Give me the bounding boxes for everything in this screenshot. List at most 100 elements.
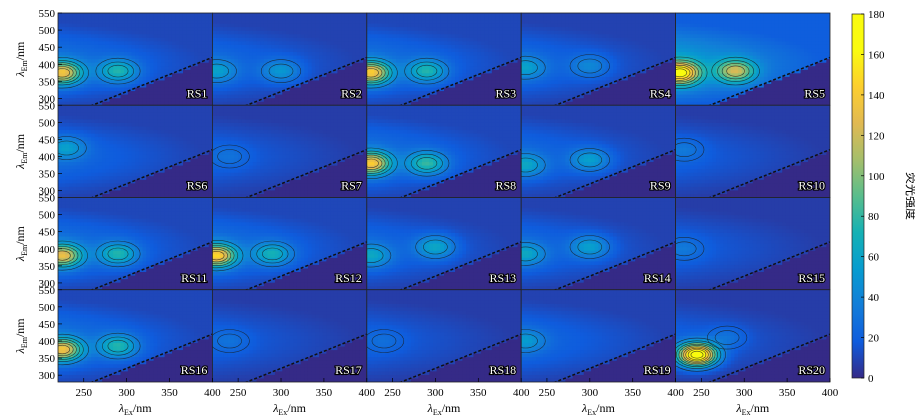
heat-cell (153, 87, 158, 92)
heat-cell (116, 52, 122, 57)
heat-cell (80, 41, 85, 46)
heat-cell (723, 37, 728, 42)
heat-cell (146, 48, 151, 53)
heat-cell (374, 87, 379, 92)
heat-cell (734, 27, 739, 32)
heat-cell (403, 66, 408, 71)
heat-cell (208, 34, 213, 39)
heat-cell (682, 37, 688, 42)
heat-cell (499, 34, 504, 39)
heat-cell (94, 44, 100, 50)
heat-cell (719, 83, 724, 89)
heat-cell (491, 73, 497, 78)
heat-cell (506, 83, 511, 89)
heat-cell (113, 83, 118, 89)
heat-cell (572, 52, 577, 57)
heat-cell (135, 16, 140, 21)
heat-cell (179, 44, 184, 50)
heat-cell (480, 16, 486, 21)
heat-cell (631, 30, 636, 35)
heat-cell (495, 59, 500, 64)
heat-cell (646, 94, 651, 99)
heat-cell (480, 76, 486, 82)
heat-cell (524, 23, 530, 28)
heat-cell (646, 55, 651, 60)
heat-cell (646, 16, 651, 21)
heat-cell (216, 23, 221, 28)
heat-cell (201, 52, 206, 57)
heat-cell (127, 69, 133, 74)
heat-cell (304, 23, 309, 28)
heat-cell (69, 94, 74, 99)
heat-cell (293, 66, 298, 71)
heat-cell (532, 98, 537, 103)
heat-cell (300, 73, 305, 78)
heat-cell (469, 76, 475, 82)
heat-cell (712, 23, 717, 28)
heat-cell (263, 101, 269, 106)
heat-cell (561, 73, 566, 78)
heat-cell (330, 30, 335, 35)
heat-cell (58, 34, 63, 39)
heat-cell (80, 13, 85, 18)
heat-cell (616, 62, 622, 67)
heat-cell (727, 76, 732, 82)
heat-cell (190, 91, 195, 96)
heat-cell (712, 20, 717, 25)
heat-cell (587, 69, 592, 74)
heat-cell (451, 20, 456, 25)
heat-cell (392, 66, 397, 71)
heat-cell (738, 87, 743, 92)
heat-cell (557, 69, 563, 74)
heat-cell (557, 66, 563, 71)
heat-cell (124, 34, 129, 39)
heat-cell (333, 91, 338, 96)
contour-line (366, 60, 393, 86)
heat-cell (359, 48, 364, 53)
heat-cell (675, 52, 680, 57)
heat-cell (80, 23, 85, 28)
heat-cell (580, 94, 585, 99)
heat-cell (186, 37, 191, 42)
heat-cell (738, 83, 743, 89)
heat-cell (182, 87, 188, 92)
heat-cell (260, 101, 265, 106)
heat-cell (322, 52, 327, 57)
heat-cell (319, 48, 324, 53)
heat-cell (341, 94, 346, 99)
heat-cell (488, 87, 493, 92)
heat-cell (734, 101, 739, 106)
heat-cell (388, 30, 394, 35)
heat-cell (436, 48, 441, 53)
heat-cell (543, 13, 548, 18)
contour-line (102, 61, 135, 81)
heat-cell (701, 76, 706, 82)
heat-cell (197, 80, 202, 85)
heat-cell (278, 94, 283, 99)
heat-cell (138, 27, 144, 32)
heat-cell (568, 27, 574, 32)
heat-cell (745, 23, 750, 28)
heat-cell (484, 76, 489, 82)
heat-cell (528, 91, 533, 96)
heat-cell (109, 83, 114, 89)
heat-cell (444, 13, 449, 18)
heat-cell (267, 80, 272, 85)
heat-cell (580, 83, 585, 89)
heat-cell (363, 48, 367, 53)
heat-cell (201, 80, 206, 85)
heat-cell (102, 62, 107, 67)
heat-cell (466, 59, 471, 64)
heat-cell (620, 66, 625, 71)
heat-cell (664, 13, 669, 18)
heat-cell (642, 91, 647, 96)
heat-cell (568, 48, 574, 53)
heat-cell (61, 27, 66, 32)
heat-cell (679, 83, 684, 89)
heat-cell (385, 83, 390, 89)
heat-cell (557, 55, 563, 60)
heat-cell (256, 16, 261, 21)
heat-cell (219, 91, 225, 96)
heat-cell (451, 101, 456, 106)
heat-cell (587, 91, 592, 96)
